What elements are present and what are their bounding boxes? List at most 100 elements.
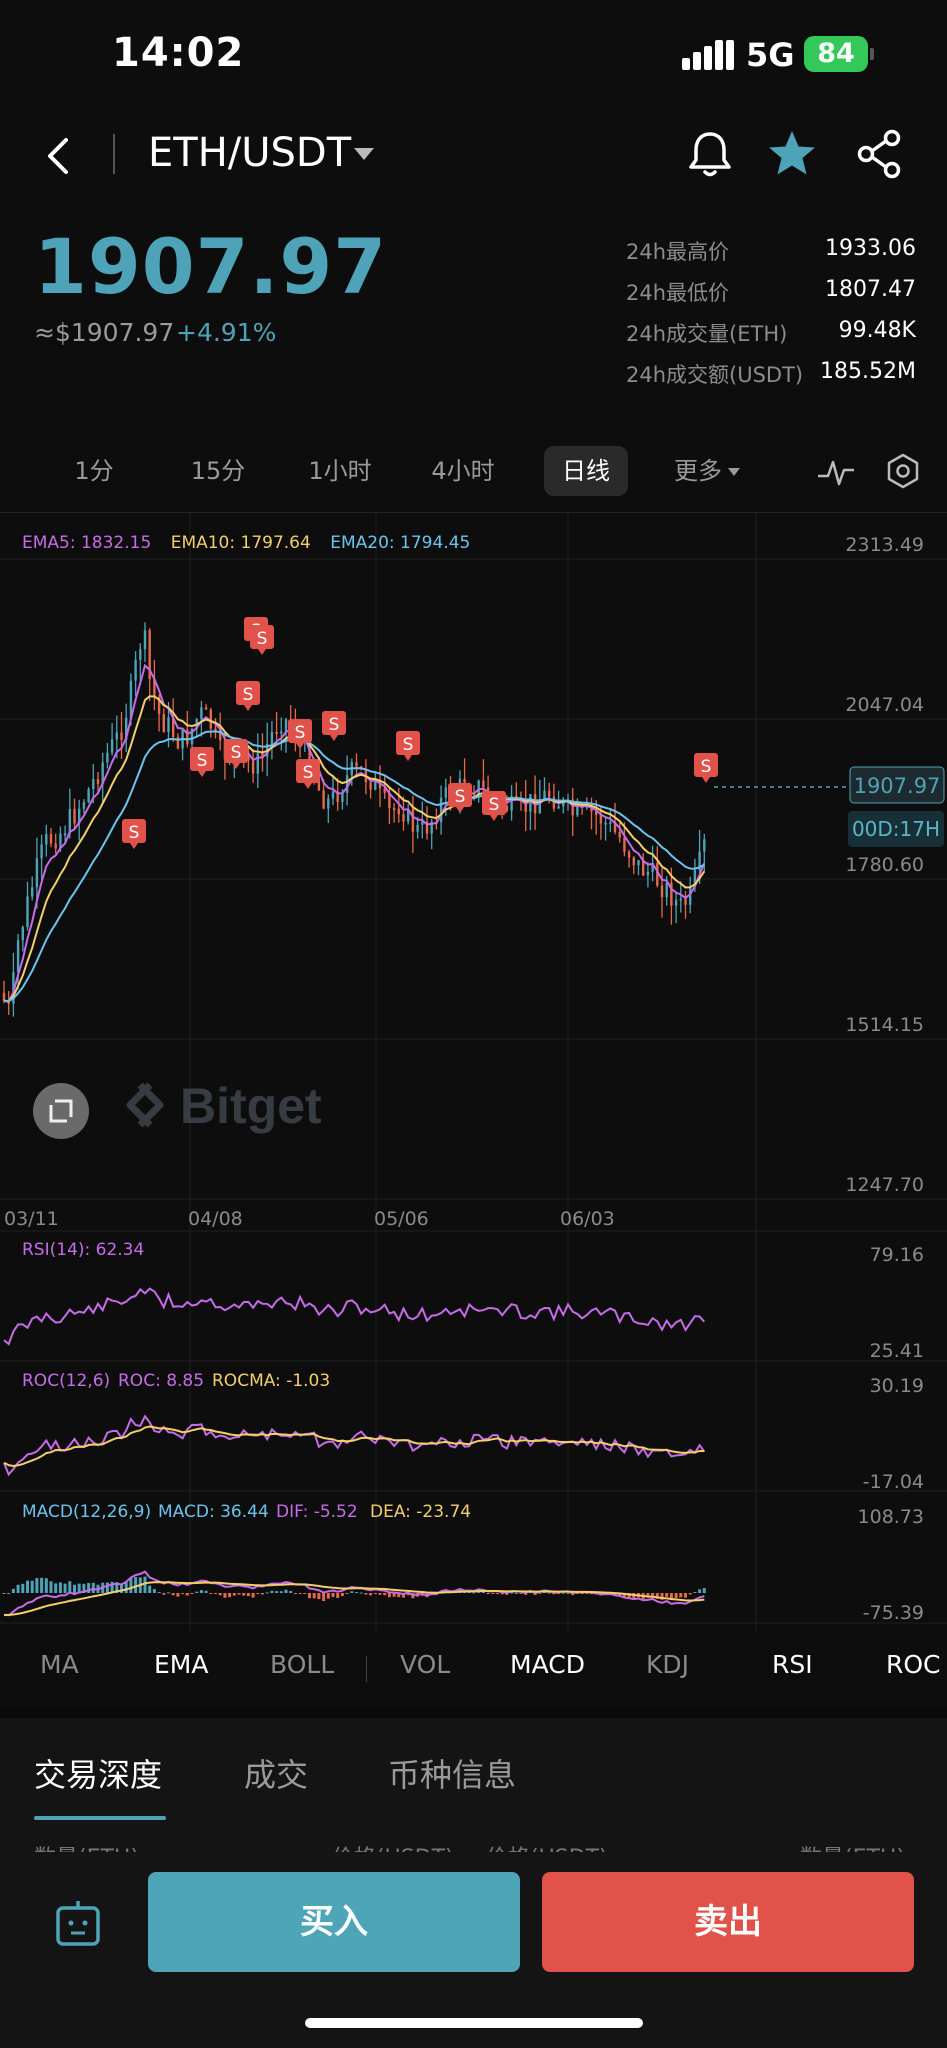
tab-15m[interactable]: 15分 xyxy=(190,457,246,485)
tab-more[interactable]: 更多 xyxy=(662,446,752,496)
svg-text:S: S xyxy=(489,795,500,815)
tab-more-label: 更多 xyxy=(674,457,722,485)
stat-row: 24h最低价 1807.47 xyxy=(626,277,916,318)
rsi-label: RSI(14): 62.34 xyxy=(22,1240,144,1260)
ind-roc[interactable]: ROC xyxy=(886,1650,941,1679)
bitget-watermark: Bitget xyxy=(126,1078,322,1134)
roc-label: ROC(12,6) xyxy=(22,1371,110,1391)
depth-col-qty: 数量(ETH) xyxy=(34,1840,139,1854)
svg-text:S: S xyxy=(231,743,242,763)
header: ETH/USDT xyxy=(0,112,947,202)
stat-value: 1933.06 xyxy=(825,236,916,261)
sell-markers: SSSSSSSSSSSSS xyxy=(122,617,718,849)
roc-lo: -17.04 xyxy=(863,1471,924,1493)
ind-boll[interactable]: BOLL xyxy=(270,1650,335,1679)
roc-hi: 30.19 xyxy=(870,1375,924,1397)
stat-value: 1807.47 xyxy=(825,277,916,302)
ind-ma[interactable]: MA xyxy=(40,1650,79,1679)
tab-daily[interactable]: 日线 xyxy=(544,446,628,496)
sell-marker: S xyxy=(694,753,718,783)
pair-selector[interactable]: ETH/USDT xyxy=(148,130,352,176)
svg-text:S: S xyxy=(257,629,268,649)
sell-marker: S xyxy=(296,759,320,789)
bell-icon[interactable] xyxy=(682,126,738,182)
tab-trades[interactable]: 成交 xyxy=(244,1756,309,1794)
ema10-label: EMA10: 1797.64 xyxy=(170,533,311,553)
indicator-bar: MA EMA BOLL VOL MACD KDJ RSI ROC xyxy=(0,1636,947,1700)
chevron-down-icon xyxy=(728,468,740,476)
stat-value: 99.48K xyxy=(838,318,916,343)
status-bar: 14:02 5G 84 xyxy=(0,0,947,112)
back-icon[interactable] xyxy=(38,134,82,178)
macd-label: MACD(12,26,9) xyxy=(22,1502,151,1522)
sell-marker: S xyxy=(482,791,506,821)
ema5-label: EMA5: 1832.15 xyxy=(22,533,152,553)
tab-underline xyxy=(34,1816,166,1820)
depth-col-qty: 数量(ETH) xyxy=(800,1840,905,1854)
battery-level: 84 xyxy=(817,38,855,69)
last-price-tag xyxy=(849,766,945,804)
svg-text:S: S xyxy=(329,715,340,735)
tab-4h[interactable]: 4小时 xyxy=(431,457,495,485)
action-bar: 买入 卖出 xyxy=(0,1852,947,1982)
buy-button[interactable]: 买入 xyxy=(148,1872,520,1972)
x-label: 06/03 xyxy=(560,1208,615,1230)
roc-value: ROC: 8.85 xyxy=(118,1371,204,1391)
settings-icon[interactable] xyxy=(884,452,922,490)
star-icon[interactable] xyxy=(764,126,820,182)
bot-icon[interactable] xyxy=(52,1898,104,1950)
tab-1h[interactable]: 1小时 xyxy=(308,457,372,485)
sell-marker: S xyxy=(396,731,420,761)
sell-marker: S xyxy=(250,625,274,655)
kline-chart[interactable]: SSSSSSSSSSSSS Bitget 2313.49 2047.04 178… xyxy=(0,512,947,1631)
ema-legend: EMA5: 1832.15 EMA10: 1797.64 EMA20: 1794… xyxy=(22,533,484,553)
tab-1m[interactable]: 1分 xyxy=(74,457,114,485)
sell-marker: S xyxy=(190,747,214,777)
last-price-tag-text: 1907.97 xyxy=(854,774,941,798)
chart-canvas[interactable]: SSSSSSSSSSSSS Bitget 2313.49 2047.04 178… xyxy=(0,513,947,1631)
battery-icon: 84 xyxy=(804,36,868,72)
stat-row: 24h最高价 1933.06 xyxy=(626,236,916,277)
chevron-down-icon[interactable] xyxy=(354,148,374,160)
stat-row: 24h成交量(ETH) 99.48K xyxy=(626,318,916,359)
depth-col-price: 价格(USDT) xyxy=(332,1840,454,1854)
svg-text:S: S xyxy=(295,723,306,743)
x-label: 03/11 xyxy=(4,1208,59,1230)
ind-rsi[interactable]: RSI xyxy=(772,1650,813,1679)
ind-macd[interactable]: MACD xyxy=(510,1650,585,1679)
stats-panel: 24h最高价 1933.06 24h最低价 1807.47 24h成交量(ETH… xyxy=(626,236,916,400)
share-icon[interactable] xyxy=(852,126,908,182)
countdown-tag-text: 00D:17H xyxy=(852,817,940,841)
ind-ema[interactable]: EMA xyxy=(154,1650,209,1679)
y-label: 1514.15 xyxy=(845,1014,924,1036)
network-label: 5G xyxy=(746,36,795,74)
last-price: 1907.97 xyxy=(34,222,388,311)
depth-col-price: 价格(USDT) xyxy=(486,1840,608,1854)
y-label: 1780.60 xyxy=(845,854,924,876)
signal-icon xyxy=(682,40,734,70)
svg-text:S: S xyxy=(403,735,414,755)
sell-button[interactable]: 卖出 xyxy=(542,1872,914,1972)
tab-depth[interactable]: 交易深度 xyxy=(34,1756,163,1794)
macd-value: MACD: 36.44 xyxy=(158,1502,269,1522)
svg-text:S: S xyxy=(197,751,208,771)
sell-marker: S xyxy=(322,711,346,741)
timeframe-bar: 1分 15分 1小时 4小时 日线 更多 xyxy=(0,446,947,500)
x-label: 04/08 xyxy=(188,1208,243,1230)
battery-tip xyxy=(870,48,874,60)
header-divider xyxy=(113,134,115,174)
ind-kdj[interactable]: KDJ xyxy=(646,1650,690,1679)
x-label: 05/06 xyxy=(374,1208,429,1230)
sub-indicators xyxy=(2,1287,706,1617)
macd-hi: 108.73 xyxy=(858,1506,924,1528)
indicator-icon[interactable] xyxy=(816,454,856,490)
y-label: 2047.04 xyxy=(845,694,924,716)
chart-grid xyxy=(0,513,947,1631)
tab-coin-info[interactable]: 币种信息 xyxy=(388,1756,517,1794)
sell-marker: S xyxy=(236,681,260,711)
ema20-label: EMA20: 1794.45 xyxy=(330,533,471,553)
svg-text:S: S xyxy=(243,685,254,705)
rsi-hi: 79.16 xyxy=(870,1244,924,1266)
ind-vol[interactable]: VOL xyxy=(400,1650,451,1679)
candles xyxy=(2,622,706,1017)
